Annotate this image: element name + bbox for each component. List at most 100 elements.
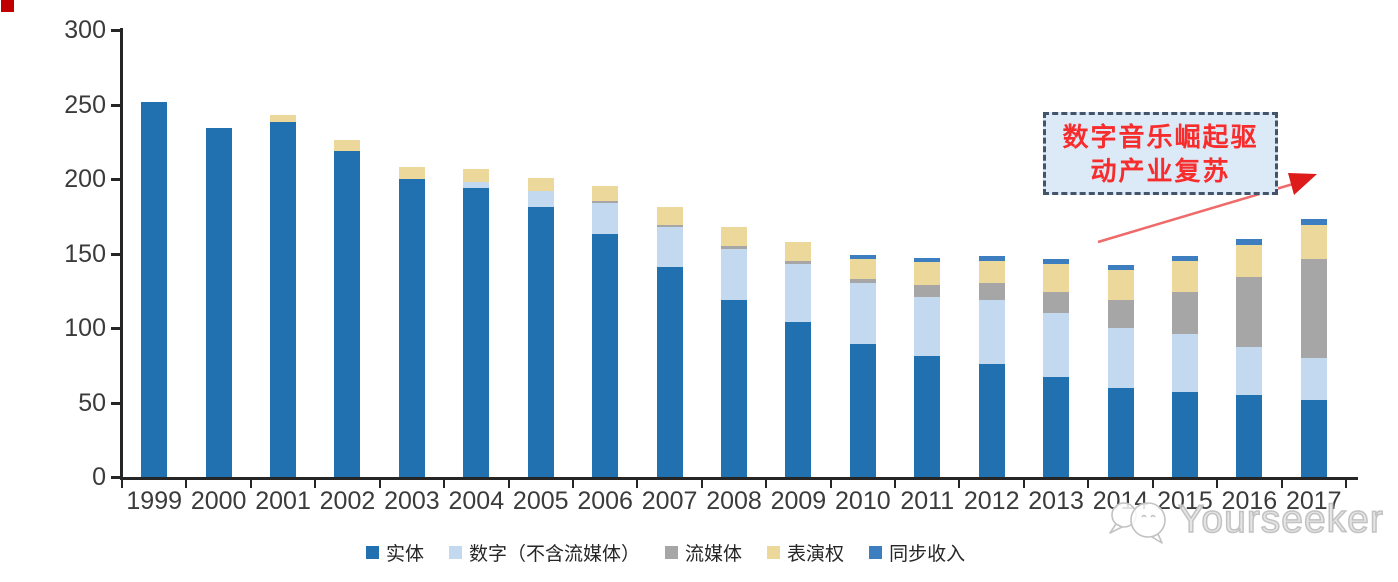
x-tick-label: 2017 xyxy=(1285,487,1342,515)
bar-segment-数字（不含流媒体） xyxy=(1171,333,1198,393)
x-axis-line xyxy=(120,477,1358,480)
bar-segment-实体 xyxy=(721,299,747,477)
bar-segment-流媒体 xyxy=(1236,277,1263,348)
x-tick-mark xyxy=(1216,480,1219,488)
bar-segment-数字（不含流媒体） xyxy=(1043,313,1070,378)
bar-segment-流媒体 xyxy=(978,283,1005,300)
bar-segment-同步收入 xyxy=(1236,238,1263,245)
bar-segment-流媒体 xyxy=(785,260,812,264)
x-tick-label: 2008 xyxy=(706,487,762,515)
bar-segment-数字（不含流媒体） xyxy=(1236,347,1263,396)
bar-segment-表演权 xyxy=(978,260,1005,284)
bar-segment-同步收入 xyxy=(1300,219,1327,226)
bar-segment-数字（不含流媒体） xyxy=(1107,328,1134,388)
bar-segment-实体 xyxy=(785,322,812,477)
bar-segment-实体 xyxy=(656,266,683,477)
y-tick-label: 200 xyxy=(64,165,106,193)
bar-segment-表演权 xyxy=(721,226,747,247)
x-tick-label: 2003 xyxy=(384,487,440,515)
y-tick-label: 50 xyxy=(78,388,106,417)
x-tick-mark xyxy=(636,480,639,488)
y-tick-mark xyxy=(111,476,121,479)
bar-segment-表演权 xyxy=(1107,269,1134,300)
bar-segment-表演权 xyxy=(334,140,361,151)
legend-label: 数字（不含流媒体） xyxy=(469,543,641,565)
x-tick-mark xyxy=(1280,480,1283,488)
x-tick-mark xyxy=(571,480,574,488)
bar-segment-实体 xyxy=(914,356,941,477)
x-tick-label: 2009 xyxy=(770,487,827,515)
x-tick-label: 2001 xyxy=(255,487,311,515)
x-tick-label: 2012 xyxy=(963,487,1020,515)
legend-item: 实体 xyxy=(366,539,424,566)
bar-segment-实体 xyxy=(141,101,168,477)
bar-segment-数字（不含流媒体） xyxy=(721,249,747,300)
bar-segment-表演权 xyxy=(785,241,812,261)
y-tick-label: 100 xyxy=(64,314,106,342)
bar-segment-表演权 xyxy=(1171,260,1198,293)
x-tick-mark xyxy=(378,480,381,488)
x-tick-label: 2010 xyxy=(835,487,891,515)
bar-segment-表演权 xyxy=(656,207,683,226)
bar-segment-数字（不含流媒体） xyxy=(914,296,941,357)
bar-segment-同步收入 xyxy=(1107,265,1134,270)
bar-segment-实体 xyxy=(205,128,232,477)
bar-segment-表演权 xyxy=(463,168,490,182)
bar-segment-同步收入 xyxy=(914,257,941,263)
legend-label: 实体 xyxy=(386,543,425,565)
x-tick-mark xyxy=(894,480,897,488)
bar-segment-实体 xyxy=(1236,395,1263,477)
bar-segment-表演权 xyxy=(849,259,876,279)
bar-segment-数字（不含流媒体） xyxy=(978,299,1005,364)
bar-segment-表演权 xyxy=(527,177,554,191)
chart-legend: 实体 数字（不含流媒体） 流媒体 表演权 同步收入 xyxy=(366,539,965,566)
x-tick-mark xyxy=(1022,480,1025,488)
bar-segment-数字（不含流媒体） xyxy=(785,263,812,323)
bar-segment-流媒体 xyxy=(656,225,683,227)
x-tick-label: 2011 xyxy=(900,487,955,515)
bar-segment-表演权 xyxy=(592,186,619,202)
legend-color-swatch xyxy=(767,545,781,559)
bar-segment-实体 xyxy=(1043,377,1070,477)
bar-segment-实体 xyxy=(1300,399,1327,477)
legend-item: 流媒体 xyxy=(665,539,742,566)
bar-segment-实体 xyxy=(527,207,554,477)
annotation-text-line2: 动产业复苏 xyxy=(1090,155,1231,186)
corner-red-square xyxy=(1,0,14,12)
x-tick-mark xyxy=(249,480,252,488)
y-tick-mark xyxy=(111,29,121,32)
legend-item: 数字（不含流媒体） xyxy=(449,539,640,566)
y-tick-label: 0 xyxy=(92,463,106,491)
bar-segment-数字（不含流媒体） xyxy=(656,226,683,267)
x-tick-mark xyxy=(1345,480,1347,488)
bar-segment-流媒体 xyxy=(592,201,619,203)
y-axis-line xyxy=(120,28,123,480)
bar-segment-流媒体 xyxy=(1300,259,1327,358)
bar-segment-流媒体 xyxy=(1107,299,1134,328)
bar-segment-同步收入 xyxy=(978,256,1005,261)
bar-segment-数字（不含流媒体） xyxy=(849,283,876,345)
bar-segment-同步收入 xyxy=(1171,256,1198,261)
x-tick-label: 2002 xyxy=(319,487,376,515)
bar-segment-流媒体 xyxy=(1171,292,1198,334)
y-tick-mark xyxy=(111,103,121,107)
bar-segment-表演权 xyxy=(398,167,425,179)
bar-segment-实体 xyxy=(1107,387,1134,477)
x-tick-label: 2015 xyxy=(1157,487,1213,515)
annotation-text-line1: 数字音乐崛起驱 xyxy=(1062,121,1259,152)
y-tick-label: 300 xyxy=(64,16,106,44)
x-tick-mark xyxy=(958,480,961,488)
watermark-brand-text: Yourseeker xyxy=(1177,497,1384,542)
bar-segment-实体 xyxy=(270,122,297,477)
x-tick-mark xyxy=(121,480,123,488)
y-tick-mark xyxy=(111,401,121,405)
bar-segment-表演权 xyxy=(1300,225,1327,260)
x-tick-label: 2016 xyxy=(1221,487,1278,515)
legend-color-swatch xyxy=(449,545,463,559)
legend-color-swatch xyxy=(665,545,679,559)
bar-segment-表演权 xyxy=(1236,244,1263,278)
x-tick-label: 2000 xyxy=(190,487,247,515)
watermark: Yourseeker xyxy=(1100,493,1384,547)
y-tick-mark xyxy=(111,252,121,256)
y-tick-mark xyxy=(111,178,121,181)
